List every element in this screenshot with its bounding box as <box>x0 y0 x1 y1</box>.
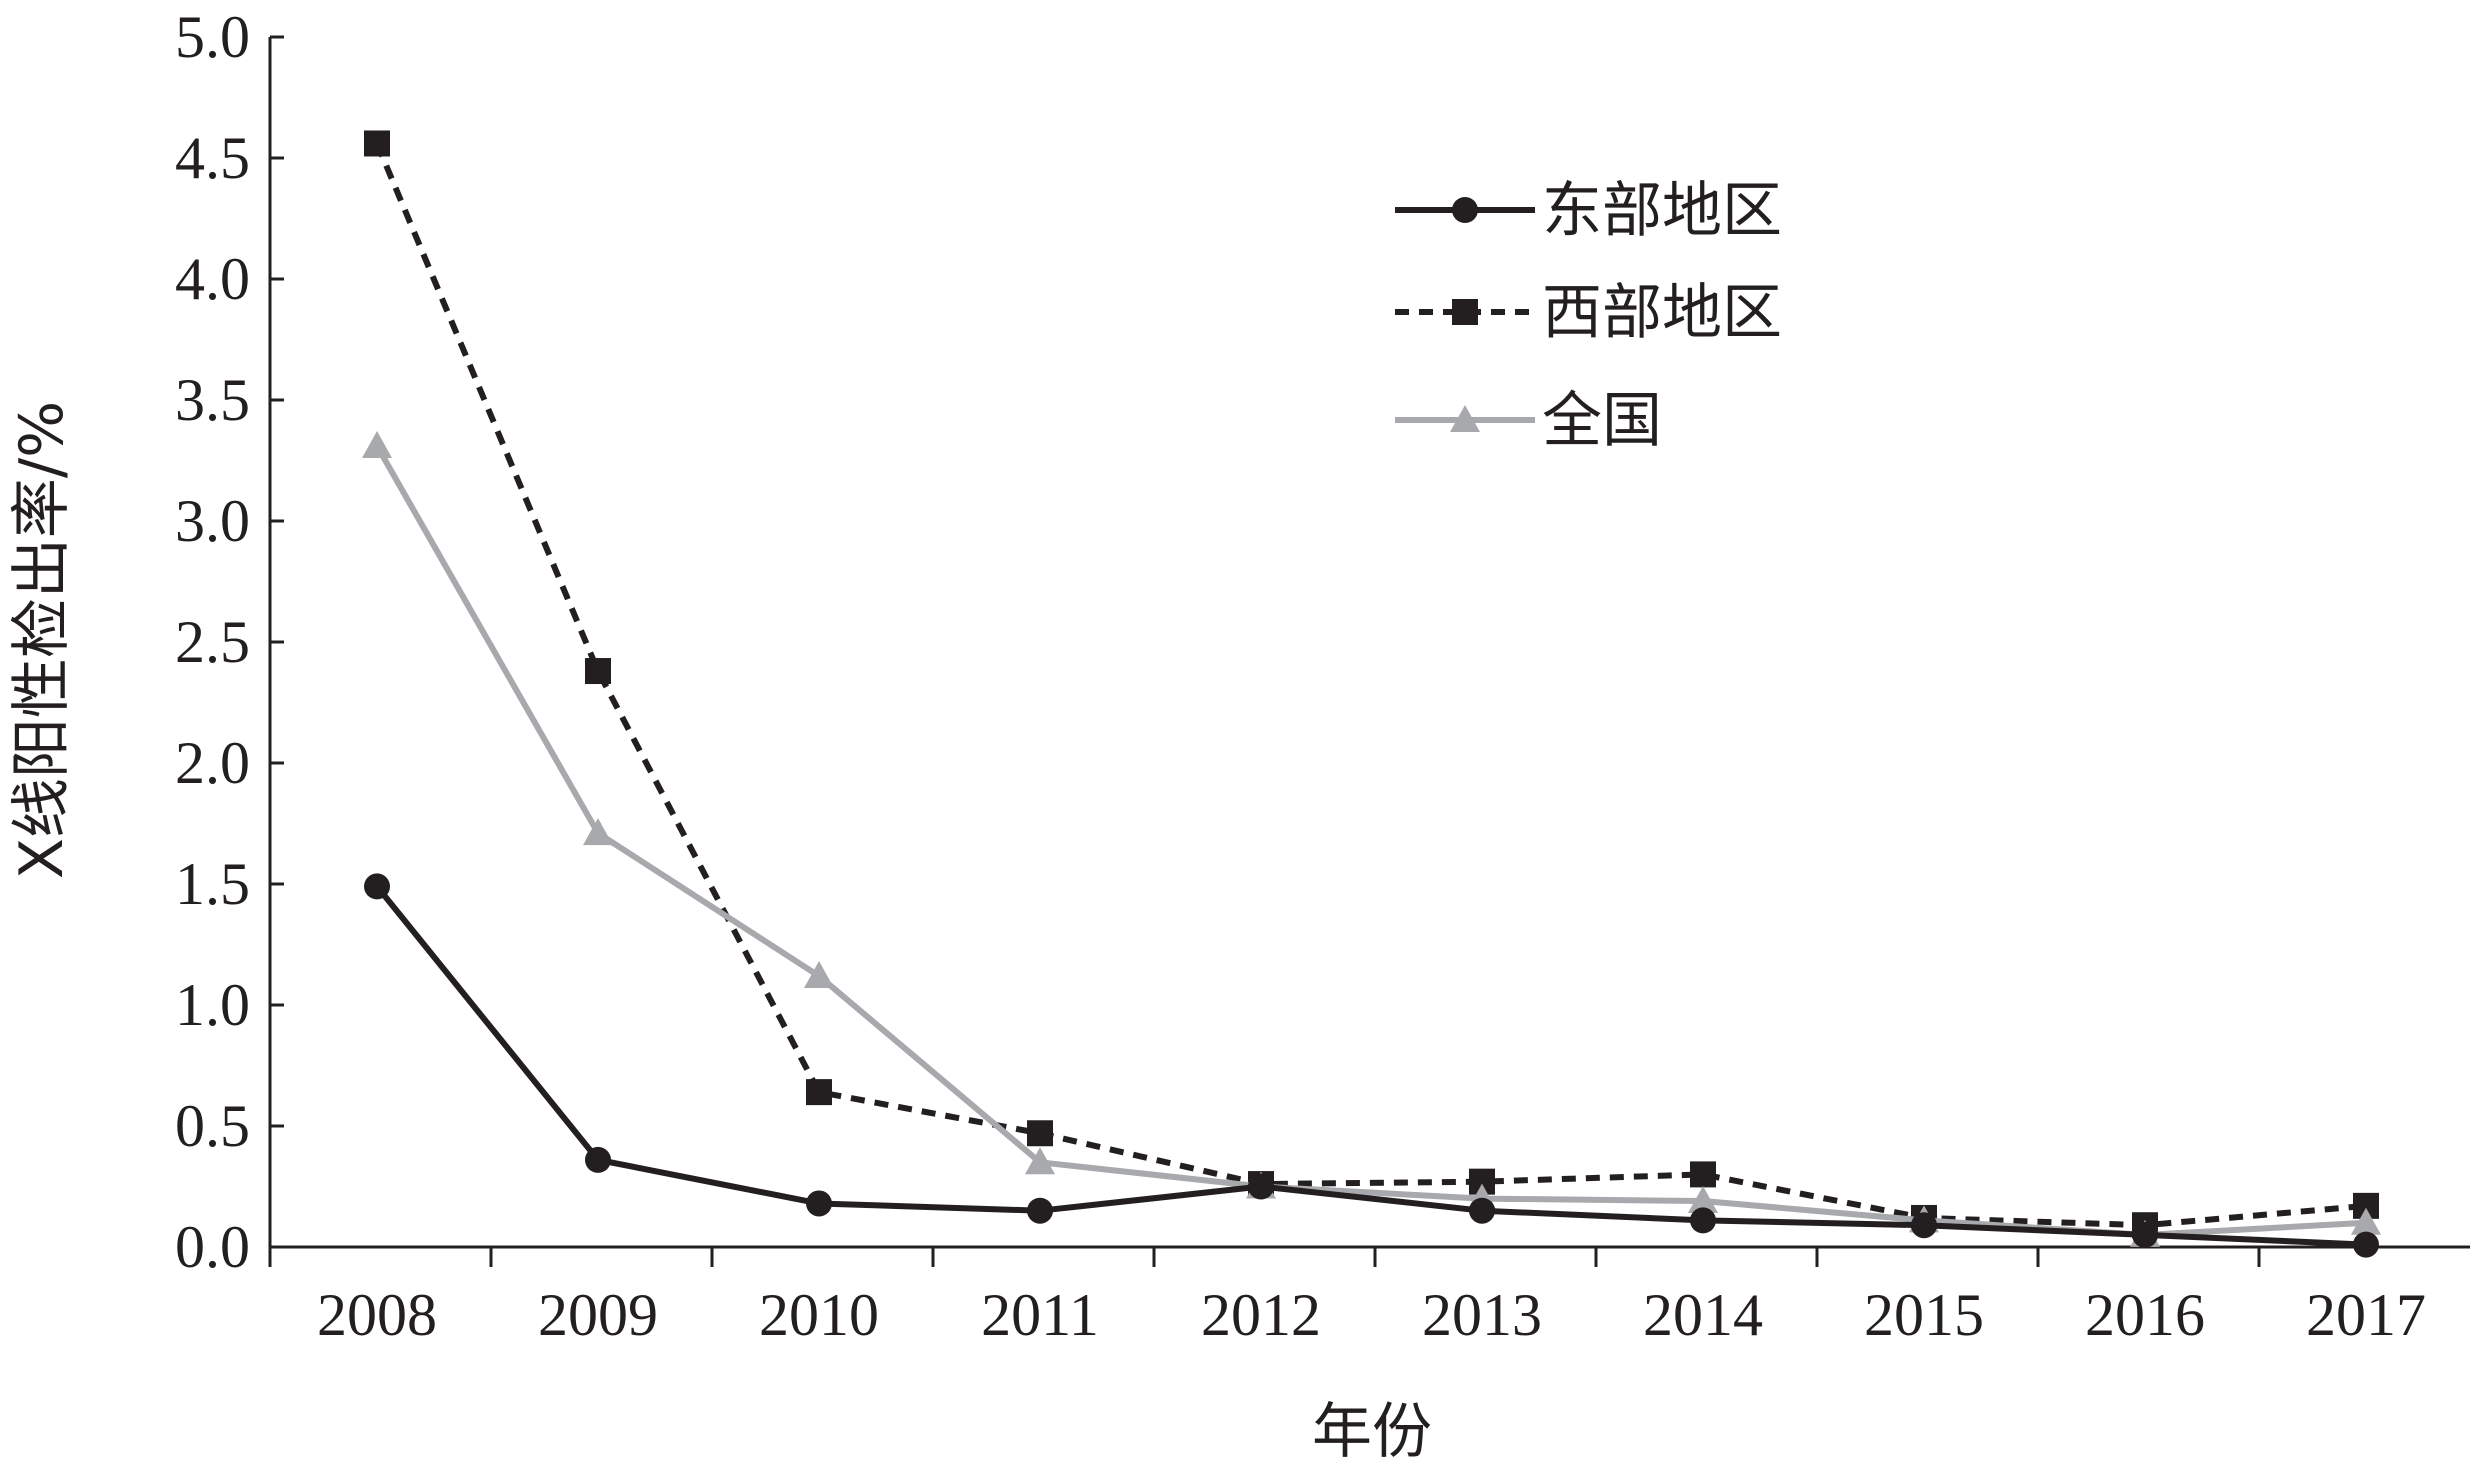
legend-label: 西部地区 <box>1542 278 1782 348</box>
series-1 <box>364 130 2379 1239</box>
data-point <box>2351 1207 2381 1235</box>
legend-entry: 西部地区 <box>1395 278 1782 348</box>
x-tick-label: 2009 <box>538 1282 658 1348</box>
x-tick-label: 2015 <box>1864 1282 1984 1348</box>
data-point <box>2132 1221 2158 1248</box>
y-tick-label: 4.5 <box>175 125 250 191</box>
series-line <box>374 444 2367 1238</box>
data-point <box>1027 1197 1053 1224</box>
data-point <box>362 430 392 458</box>
legend-marker <box>1452 299 1478 325</box>
series-line <box>374 142 2367 1229</box>
x-tick-label: 2013 <box>1422 1282 1542 1348</box>
x-tick-label: 2012 <box>1201 1282 1321 1348</box>
axes: 0.0 0.5 1.0 1.5 2.0 2.5 3.0 3.5 4.0 4.5 5.0 2008 200… <box>175 4 2470 1348</box>
y-axis-title: X线阳性检出率/% <box>7 401 77 879</box>
data-point <box>364 873 390 900</box>
data-point <box>2353 1231 2379 1258</box>
data-point <box>583 818 613 846</box>
x-tick-label: 2014 <box>1643 1282 1763 1348</box>
series-0 <box>364 873 2379 1258</box>
x-tick-label: 2010 <box>759 1282 879 1348</box>
data-point <box>585 1146 611 1173</box>
data-point <box>1690 1161 1716 1188</box>
legend-marker <box>1450 405 1480 432</box>
y-tick-label: 4.0 <box>175 246 250 312</box>
y-tick-label: 3.5 <box>175 367 250 433</box>
data-point <box>1469 1197 1495 1224</box>
data-point <box>1025 1147 1055 1175</box>
y-tick-label: 0.0 <box>175 1214 250 1280</box>
y-tick-label: 3.0 <box>175 488 250 554</box>
data-point <box>585 658 611 685</box>
y-tick-label: 1.5 <box>175 851 250 917</box>
data-point <box>1248 1173 1274 1200</box>
x-tick-label: 2011 <box>981 1282 1099 1348</box>
x-tick-label: 2016 <box>2085 1282 2205 1348</box>
data-point <box>806 1190 832 1217</box>
data-point <box>1911 1212 1937 1239</box>
series-layer <box>362 130 2381 1258</box>
y-tick-label: 2.5 <box>175 609 250 675</box>
legend-label: 全国 <box>1542 386 1662 456</box>
series-line <box>374 884 2367 1248</box>
y-tick-label: 1.0 <box>175 972 250 1038</box>
data-point <box>364 130 390 157</box>
legend-entry: 东部地区 <box>1395 176 1782 246</box>
legend-label: 东部地区 <box>1542 176 1782 246</box>
y-tick-label: 0.5 <box>175 1093 250 1159</box>
data-point <box>806 1079 832 1106</box>
x-tick-label: 2008 <box>317 1282 437 1348</box>
data-point <box>804 960 834 988</box>
y-tick-label: 2.0 <box>175 730 250 796</box>
legend-marker <box>1452 197 1478 223</box>
x-tick-label: 2017 <box>2306 1282 2426 1348</box>
data-point <box>1688 1186 1718 1214</box>
data-point <box>1027 1120 1053 1147</box>
x-axis-title: 年份 <box>1312 1397 1432 1467</box>
legend-entry: 全国 <box>1395 386 1662 456</box>
series-2 <box>362 430 2381 1247</box>
data-point <box>1690 1207 1716 1234</box>
y-tick-label: 5.0 <box>175 4 250 70</box>
